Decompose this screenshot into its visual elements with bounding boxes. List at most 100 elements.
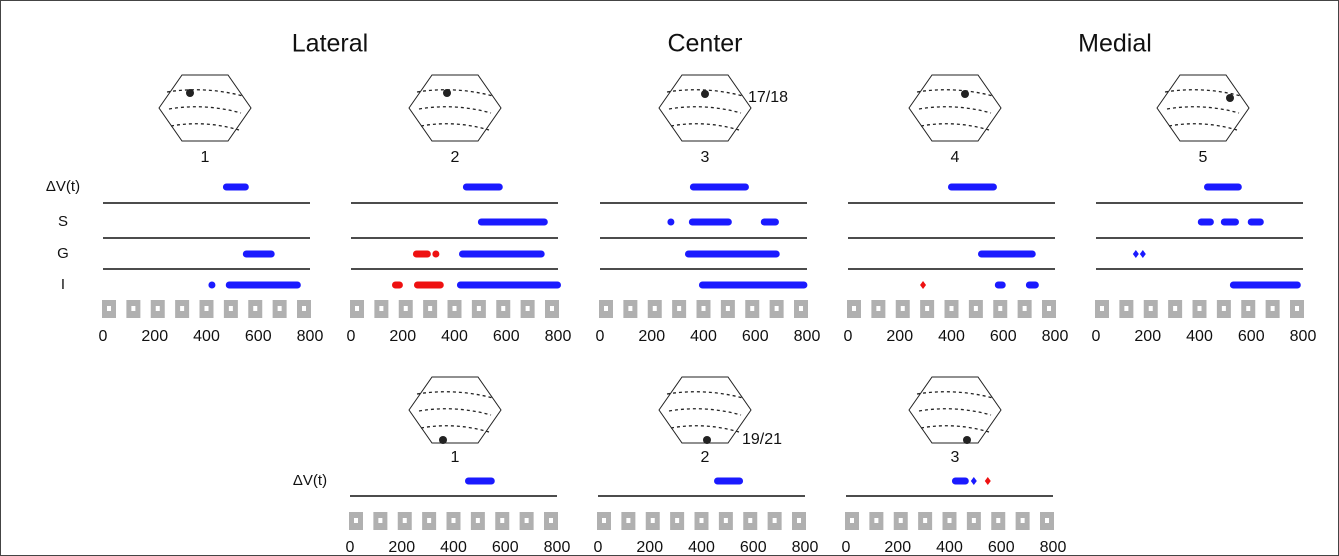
interval [463,184,503,191]
track-arc [417,90,493,96]
track-icon-mark [1045,518,1049,523]
track-arc [1167,107,1239,113]
track-arc [669,409,741,415]
interval [1204,184,1242,191]
track-icon-mark [602,518,606,523]
x-tick-label: 400 [440,539,467,556]
x-tick-label: 400 [688,539,715,556]
interval [761,219,779,226]
x-tick-label: 0 [99,328,108,345]
track-icon-mark [799,306,803,311]
track-arc [421,426,489,432]
track-icon-mark [852,306,856,311]
x-tick-label: 600 [492,539,519,556]
hexagon [659,75,751,141]
track-icon-mark [677,306,681,311]
track-icon-mark [1271,306,1275,311]
track-icon-mark [700,518,704,523]
track-icon-mark [501,306,505,311]
track-arc [1169,124,1237,130]
track-icon-mark [628,306,632,311]
interval [414,282,444,289]
position-dot [439,436,447,444]
position-dot [961,90,969,98]
interval [457,282,561,289]
interval [685,251,780,258]
track-icon-mark [899,518,903,523]
hexagon [409,75,501,141]
x-tick-label: 800 [794,328,821,345]
track-arc [917,90,993,96]
track-icon-mark [974,306,978,311]
track-icon-mark [1023,306,1027,311]
interval [243,251,275,258]
x-tick-label: 800 [544,539,571,556]
x-tick-label: 0 [596,328,605,345]
panel-number: 1 [201,149,210,166]
panel-number: 2 [701,449,710,466]
interval [1221,219,1239,226]
track-arc [419,107,491,113]
track-arc [919,107,991,113]
x-tick-label: 200 [638,328,665,345]
track-icon-mark [403,518,407,523]
track-icon-mark [653,306,657,311]
track-icon-mark [1021,518,1025,523]
interval [465,478,495,485]
track-icon-mark [1124,306,1128,311]
track-icon-mark [1173,306,1177,311]
interval [948,184,997,191]
x-tick-label: 600 [742,328,769,345]
track-icon-mark [972,518,976,523]
x-tick-label: 200 [886,328,913,345]
annotation: 17/18 [748,89,788,106]
point [208,282,215,289]
track-icon-mark [156,306,160,311]
track-icon-mark [1100,306,1104,311]
hexagon [659,377,751,443]
track-icon-mark [1246,306,1250,311]
track-arc [919,409,991,415]
track-icon-mark [355,306,359,311]
x-tick-label: 0 [844,328,853,345]
interval [1248,219,1264,226]
track-icon-mark [604,306,608,311]
x-tick-label: 0 [347,328,356,345]
track-icon-mark [1149,306,1153,311]
interval [413,251,431,258]
track-arc [921,124,989,130]
track-arc [417,392,493,398]
x-tick-label: 0 [842,539,851,556]
track-icon-mark [626,518,630,523]
x-tick-label: 200 [1134,328,1161,345]
track-arc [671,124,739,130]
track-arc [167,90,243,96]
x-tick-label: 600 [1238,328,1265,345]
x-tick-label: 0 [346,539,355,556]
track-icon-mark [1198,306,1202,311]
x-tick-label: 400 [441,328,468,345]
x-tick-label: 200 [141,328,168,345]
track-icon-mark [131,306,135,311]
hexagon [159,75,251,141]
x-tick-label: 400 [1186,328,1213,345]
position-dot [701,90,709,98]
track-arc [421,124,489,130]
frame [1,1,1339,556]
track-icon-mark [850,518,854,523]
x-tick-label: 200 [389,328,416,345]
x-tick-label: 600 [740,539,767,556]
track-icon-mark [229,306,233,311]
track-arc [669,107,741,113]
track-icon-mark [302,306,306,311]
track-icon-mark [675,518,679,523]
track-icon-mark [797,518,801,523]
row-label: G [57,245,69,262]
track-icon-mark [452,518,456,523]
annotation: 19/21 [742,431,782,448]
row-label: ΔV(t) [293,472,327,489]
track-icon-mark [180,306,184,311]
track-icon-mark [500,518,504,523]
track-icon-mark [476,518,480,523]
x-tick-label: 600 [988,539,1015,556]
